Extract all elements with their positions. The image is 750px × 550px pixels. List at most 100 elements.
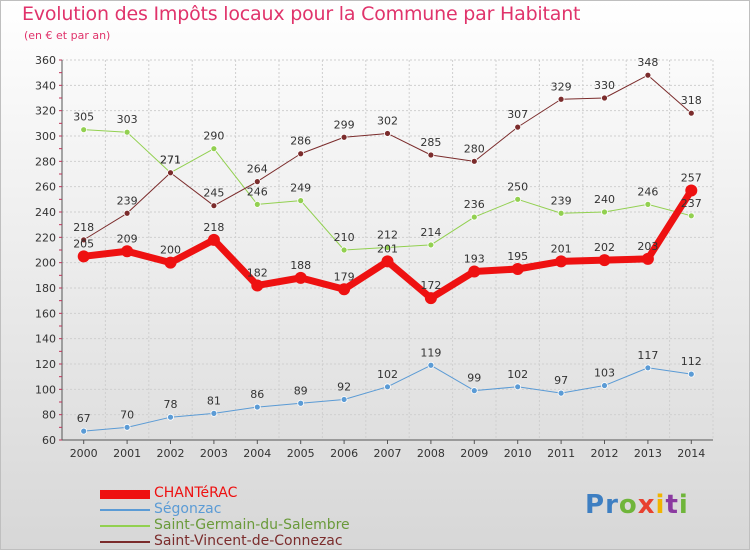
series-point-2 [470, 213, 478, 221]
data-label-2: 212 [377, 228, 398, 241]
series-point-0 [598, 254, 611, 267]
series-point-1 [427, 361, 435, 369]
y-tick-label: 180 [35, 282, 56, 295]
series-point-1 [167, 413, 174, 421]
series-point-2 [557, 209, 565, 217]
series-point-1 [384, 383, 391, 391]
data-label-3: 318 [681, 94, 702, 107]
series-point-1 [253, 403, 261, 411]
data-label-3: 329 [551, 80, 572, 93]
data-label-2: 249 [290, 182, 311, 195]
data-label-0: 200 [160, 244, 181, 257]
y-tick-label: 80 [42, 409, 56, 422]
data-label-3: 302 [377, 114, 398, 127]
data-label-0: 188 [290, 259, 311, 272]
series-point-2 [253, 200, 261, 208]
data-label-2: 246 [247, 185, 268, 198]
x-tick-label: 2001 [113, 447, 141, 460]
y-tick-label: 220 [35, 231, 56, 244]
series-point-3 [644, 71, 652, 79]
legend-swatch [100, 541, 150, 543]
data-label-3: 330 [594, 79, 615, 92]
y-tick-label: 300 [35, 130, 56, 143]
logo-letter: x [637, 490, 656, 520]
series-point-3 [557, 95, 565, 103]
y-tick-label: 200 [35, 257, 56, 270]
series-point-3 [210, 202, 218, 210]
data-label-1: 102 [377, 368, 398, 381]
data-label-2: 303 [117, 113, 138, 126]
y-tick-label: 140 [35, 333, 56, 346]
series-point-3 [340, 133, 348, 141]
logo-letter: t [665, 490, 679, 520]
series-point-0 [294, 271, 307, 284]
series-point-3 [427, 151, 435, 159]
series-point-0 [424, 292, 437, 305]
y-tick-label: 360 [35, 54, 56, 67]
data-label-0: 201 [377, 242, 398, 255]
logo-letter: o [618, 490, 638, 520]
y-tick-label: 160 [35, 307, 56, 320]
data-label-3: 286 [290, 135, 311, 148]
series-point-1 [123, 423, 131, 431]
series-point-3 [601, 94, 608, 102]
x-tick-label: 2014 [677, 447, 705, 460]
series-point-0 [381, 255, 394, 268]
series-point-3 [384, 130, 391, 137]
data-label-2: 214 [420, 226, 441, 239]
legend-label: Saint-Vincent-de-Connezac [154, 533, 343, 549]
y-tick-label: 280 [35, 155, 56, 168]
series-point-3 [470, 157, 478, 165]
x-tick-label: 2011 [547, 447, 575, 460]
y-tick-label: 100 [35, 383, 56, 396]
logo-letter: i [655, 490, 666, 520]
data-label-2: 250 [507, 180, 528, 193]
chart-subtitle: (en € et par an) [24, 29, 111, 42]
series-point-3 [514, 123, 522, 131]
x-tick-label: 2012 [591, 447, 619, 460]
series-point-3 [123, 209, 131, 217]
data-label-2: 237 [681, 197, 702, 210]
series-point-0 [77, 250, 90, 263]
series-point-0 [338, 283, 351, 296]
legend-swatch [100, 509, 150, 511]
x-tick-label: 2003 [200, 447, 228, 460]
series-point-1 [687, 370, 695, 378]
series-point-2 [384, 244, 391, 251]
series-point-3 [167, 169, 174, 177]
data-label-0: 205 [73, 237, 94, 250]
x-tick-label: 2010 [504, 447, 532, 460]
x-tick-label: 2002 [157, 447, 185, 460]
series-point-1 [514, 383, 522, 391]
y-tick-label: 320 [35, 105, 56, 118]
series-point-1 [80, 427, 88, 435]
series-point-2 [427, 241, 435, 249]
data-label-0: 202 [594, 241, 615, 254]
data-label-1: 102 [507, 368, 528, 381]
data-label-3: 218 [73, 221, 94, 234]
y-tick-label: 340 [35, 79, 56, 92]
data-label-2: 240 [594, 193, 615, 206]
series-point-1 [210, 409, 218, 417]
x-tick-label: 2006 [330, 447, 358, 460]
legend-label: Saint-Germain-du-Salembre [154, 517, 350, 533]
logo-letter: r [605, 490, 619, 520]
series-point-1 [470, 387, 478, 395]
series-point-2 [687, 212, 695, 220]
series-point-0 [511, 263, 524, 275]
data-label-0: 201 [551, 242, 572, 255]
data-label-0: 182 [247, 266, 268, 279]
x-tick-label: 2013 [634, 447, 662, 460]
data-label-3: 245 [203, 187, 224, 200]
series-point-0 [685, 184, 698, 197]
series-point-0 [555, 255, 568, 268]
y-tick-label: 120 [35, 358, 56, 371]
data-label-3: 285 [420, 136, 441, 149]
legend-label: CHANTéRAC [154, 485, 238, 501]
series-point-2 [644, 200, 652, 208]
x-tick-label: 2000 [70, 447, 98, 460]
data-label-2: 271 [160, 154, 181, 167]
x-tick-label: 2005 [287, 447, 315, 460]
series-point-1 [297, 399, 305, 407]
series-point-0 [251, 279, 264, 292]
